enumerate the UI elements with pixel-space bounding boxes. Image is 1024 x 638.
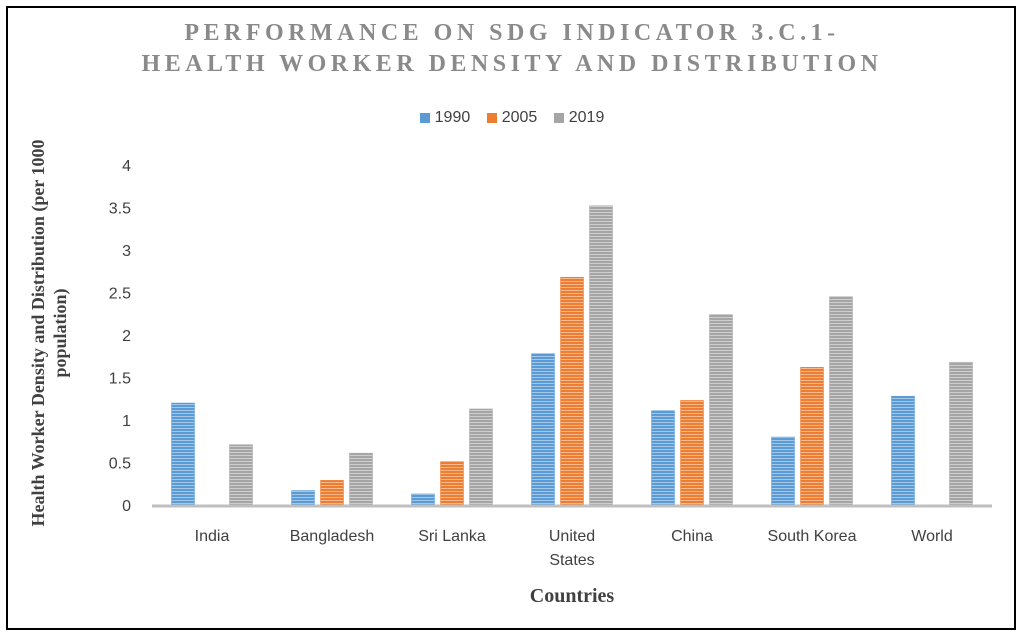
y-tick-label: 2.5	[109, 286, 131, 303]
bar-1990	[651, 410, 675, 506]
bar-2005	[800, 367, 824, 506]
x-tick-label: Bangladesh	[290, 528, 375, 545]
bar-2019	[349, 452, 373, 506]
y-tick-label: 0.5	[109, 456, 131, 473]
chart-title: PERFORMANCE ON SDG INDICATOR 3.C.1- HEAL…	[0, 18, 1024, 80]
bar-2019	[829, 296, 853, 506]
legend-label-2019: 2019	[568, 109, 605, 126]
x-tick-label: South Korea	[768, 528, 857, 545]
x-tick-label: India	[195, 528, 230, 545]
legend-label-1990: 1990	[434, 109, 471, 126]
x-axis-label: Countries	[529, 585, 615, 607]
bar-2005	[560, 276, 584, 506]
legend-swatch-2019	[553, 113, 564, 123]
bar-1990	[531, 353, 555, 506]
y-tick-label: 1.5	[109, 371, 131, 388]
x-tick-label: World	[911, 528, 953, 545]
bar-2019	[949, 361, 973, 506]
bar-1990	[411, 493, 435, 506]
bar-2005	[680, 400, 704, 506]
y-tick-label: 2	[122, 328, 131, 345]
y-tick-label: 0	[122, 498, 131, 515]
bar-2005	[320, 480, 344, 506]
legend-item-2019: 2019	[553, 109, 605, 127]
chart-legend: 1990 2005 2019	[0, 109, 1024, 127]
x-tick-label: United States	[549, 528, 595, 569]
y-tick-label: 4	[122, 158, 131, 175]
bar-1990	[291, 490, 315, 506]
legend-item-1990: 1990	[419, 109, 471, 127]
bar-1990	[171, 402, 195, 506]
bar-2019	[709, 314, 733, 506]
bar-2019	[469, 408, 493, 506]
chart-title-line-1: PERFORMANCE ON SDG INDICATOR 3.C.1-	[184, 20, 840, 46]
chart-title-line-2: HEALTH WORKER DENSITY AND DISTRIBUTION	[141, 51, 883, 77]
bar-2019	[589, 205, 613, 506]
y-tick-label: 1	[122, 413, 131, 430]
bar-1990	[771, 436, 795, 506]
legend-item-2005: 2005	[486, 109, 538, 127]
bar-1990	[891, 395, 915, 506]
legend-swatch-2005	[486, 113, 497, 123]
x-tick-label: China	[671, 528, 713, 545]
legend-swatch-1990	[419, 113, 430, 123]
y-tick-label: 3	[122, 243, 131, 260]
y-tick-label: 3.5	[109, 201, 131, 218]
bar-2005	[440, 461, 464, 506]
bar-2019	[229, 444, 253, 506]
legend-label-2005: 2005	[501, 109, 538, 126]
x-tick-label: Sri Lanka	[418, 528, 486, 545]
